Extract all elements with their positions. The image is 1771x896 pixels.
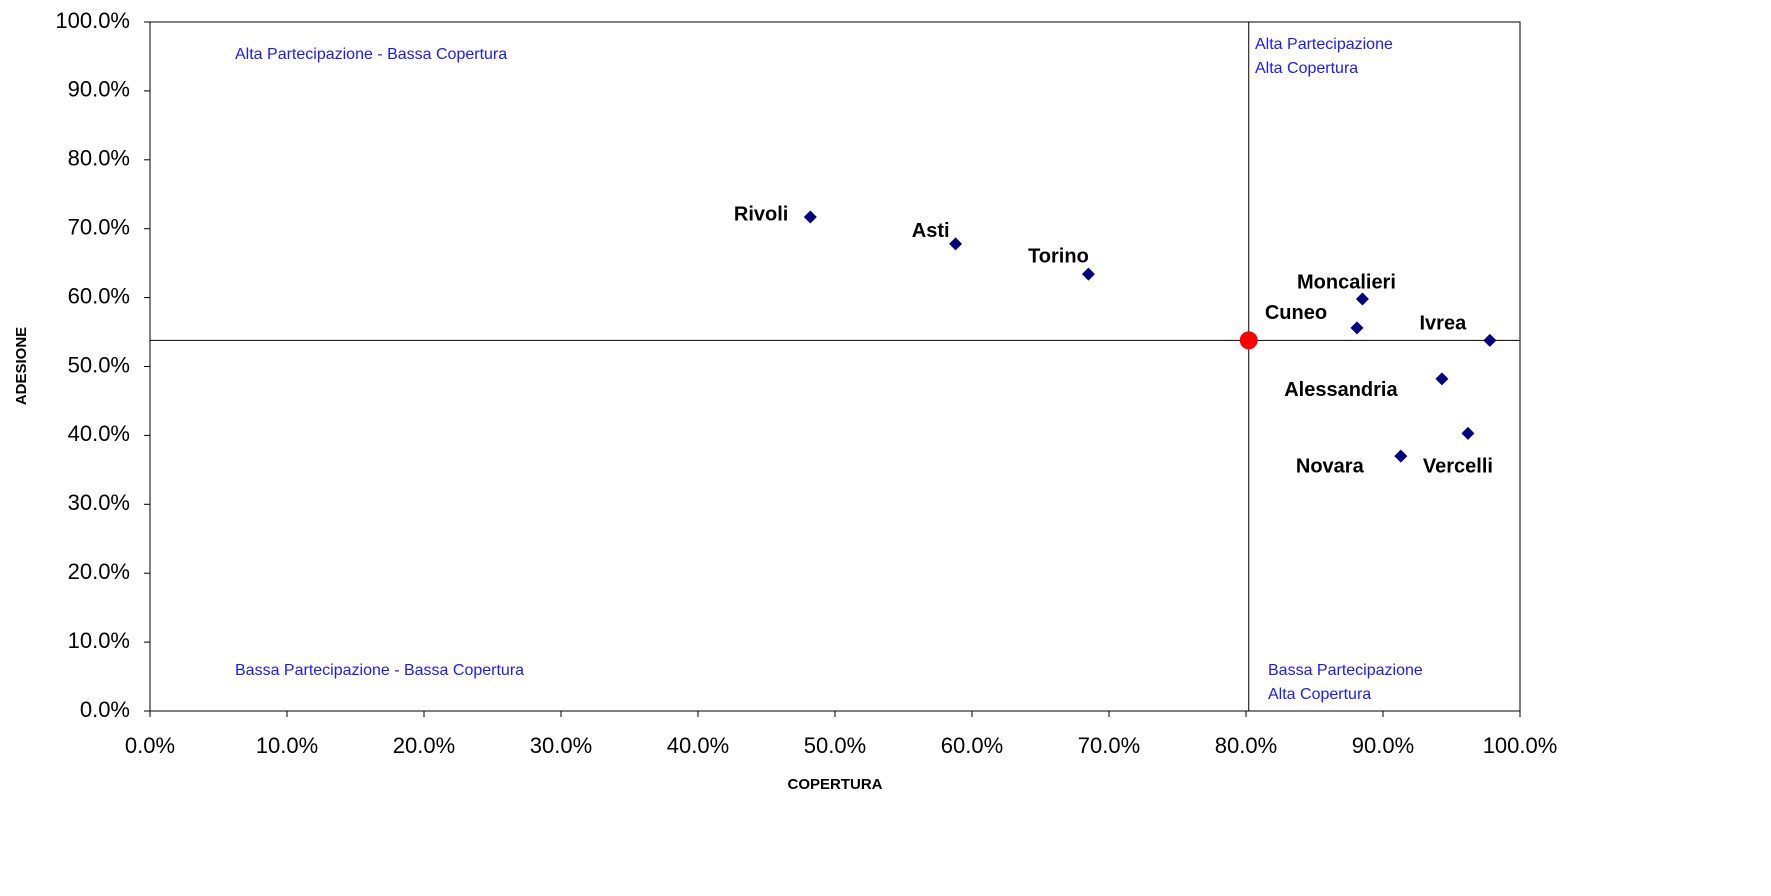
x-tick-label: 0.0% [125, 733, 175, 758]
x-tick-label: 90.0% [1352, 733, 1414, 758]
point-label: Asti [912, 220, 950, 242]
quadrant-annotation: Bassa Partecipazione [1268, 662, 1423, 679]
y-tick-label: 40.0% [68, 421, 130, 446]
y-tick-label: 90.0% [68, 77, 130, 102]
scatter-point [949, 237, 963, 251]
y-tick-label: 60.0% [68, 283, 130, 308]
x-tick-label: 50.0% [804, 733, 866, 758]
scatter-point [1483, 333, 1497, 347]
quadrant-annotation: Bassa Partecipazione - Bassa Copertura [235, 662, 524, 679]
quadrant-annotation: Alta Partecipazione - Bassa Copertura [235, 46, 507, 63]
x-tick-label: 20.0% [393, 733, 455, 758]
plot-area [149, 21, 1521, 712]
scatter-point [1350, 321, 1364, 335]
y-tick-label: 10.0% [68, 628, 130, 653]
point-label: Moncalieri [1297, 271, 1396, 293]
x-tick-label: 40.0% [667, 733, 729, 758]
quadrant-annotation: Alta Partecipazione [1255, 36, 1393, 53]
point-label: Rivoli [734, 203, 788, 225]
quadrant-annotation: Alta Copertura [1268, 686, 1371, 703]
quadrant-annotation: Alta Copertura [1255, 60, 1358, 77]
point-label: Novara [1296, 455, 1365, 477]
point-label: Vercelli [1423, 456, 1493, 478]
x-axis-title: COPERTURA [787, 776, 882, 793]
reference-point [1239, 331, 1258, 350]
y-tick-label: 50.0% [68, 352, 130, 377]
scatter-point [1355, 292, 1369, 306]
y-tick-label: 0.0% [80, 697, 130, 722]
point-label: Cuneo [1265, 302, 1327, 324]
y-tick-label: 30.0% [68, 490, 130, 515]
y-tick-label: 20.0% [68, 559, 130, 584]
scatter-point [1461, 426, 1475, 440]
point-label: Ivrea [1420, 313, 1468, 335]
y-axis-title: ADESIONE [13, 327, 30, 405]
x-tick-label: 30.0% [530, 733, 592, 758]
x-tick-label: 80.0% [1215, 733, 1277, 758]
y-tick-label: 70.0% [68, 215, 130, 240]
point-label: Alessandria [1284, 379, 1398, 401]
scatter-point [1435, 372, 1449, 386]
x-tick-label: 60.0% [941, 733, 1003, 758]
y-tick-label: 80.0% [68, 146, 130, 171]
scatter-point [1081, 267, 1095, 281]
y-tick-label: 100.0% [55, 8, 130, 33]
point-label: Torino [1028, 245, 1089, 267]
x-tick-label: 70.0% [1078, 733, 1140, 758]
scatter-point [1394, 449, 1408, 463]
x-tick-label: 100.0% [1483, 733, 1558, 758]
x-tick-label: 10.0% [256, 733, 318, 758]
scatter-point [803, 210, 817, 224]
